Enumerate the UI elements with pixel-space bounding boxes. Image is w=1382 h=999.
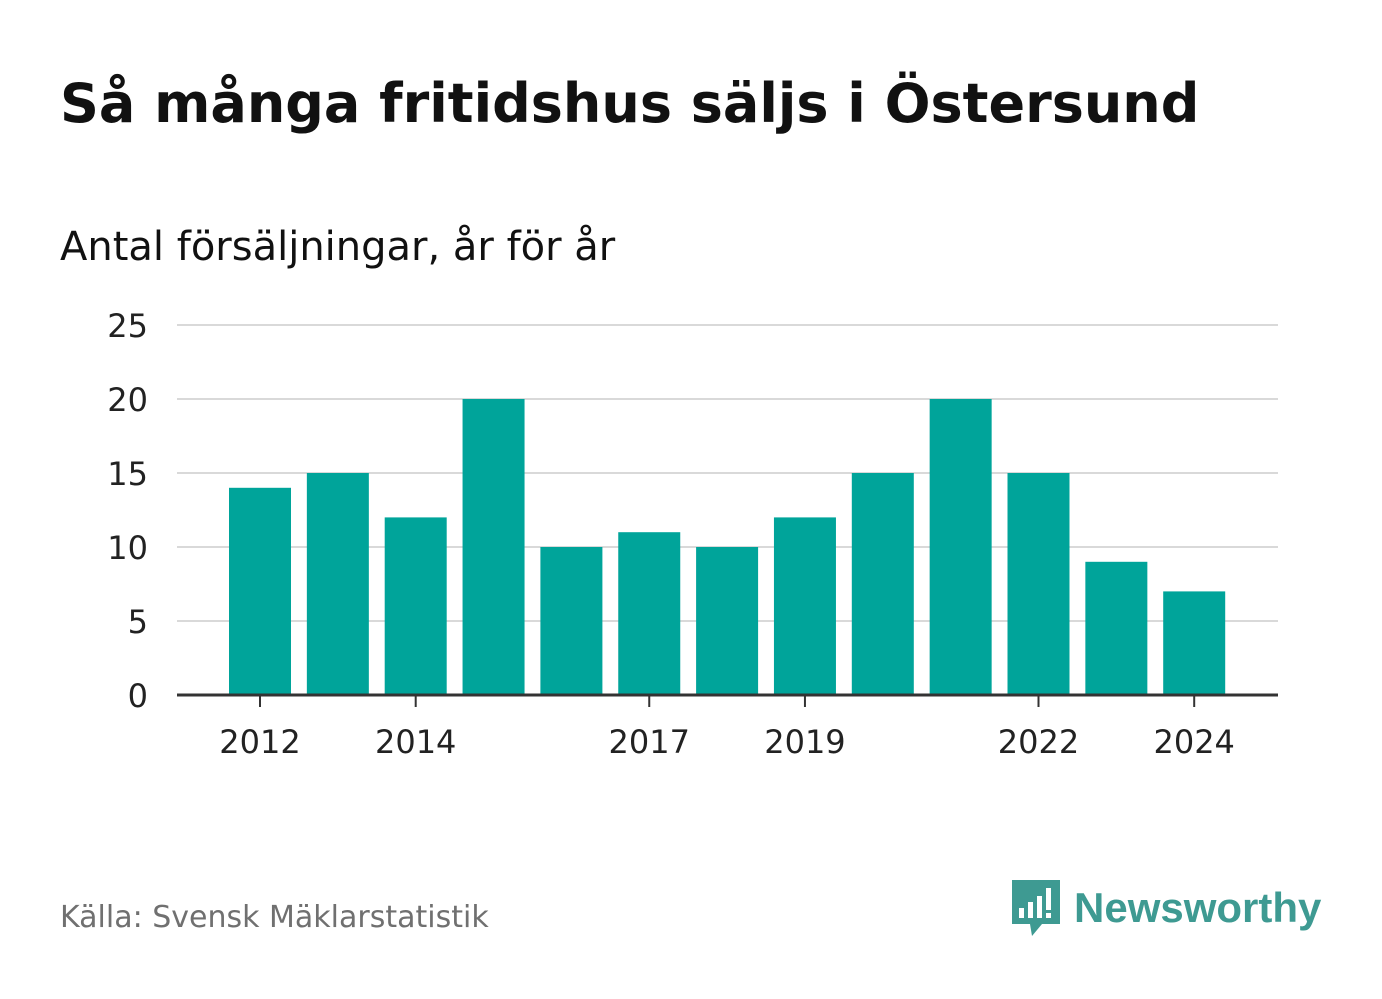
- y-tick-label: 20: [107, 381, 148, 419]
- bar-2020: [851, 473, 914, 695]
- brand-name: Newsworthy: [1074, 884, 1322, 931]
- bar-2015: [462, 399, 525, 695]
- chart-title: Så många fritidshus säljs i Östersund: [60, 72, 1200, 135]
- bar-2022: [1007, 473, 1070, 695]
- bar-2018: [696, 547, 759, 695]
- x-tick-label: 2022: [998, 723, 1079, 761]
- x-tick-label: 2017: [609, 723, 690, 761]
- bar-2024: [1163, 591, 1226, 695]
- x-axis: 2012 2014 2017 2019 2022 2024: [177, 693, 1278, 761]
- bar-2013: [306, 473, 369, 695]
- bar-2019: [773, 517, 836, 695]
- bar-2016: [540, 547, 603, 695]
- bar-2012: [229, 487, 291, 695]
- y-tick-label: 5: [128, 603, 148, 641]
- chart-subtitle: Antal försäljningar, år för år: [60, 224, 616, 270]
- y-tick-label: 0: [128, 677, 148, 715]
- y-axis-labels: 0 5 10 15 20 25: [107, 307, 148, 715]
- source-note: Källa: Svensk Mäklarstatistik: [60, 900, 489, 935]
- x-tick-label: 2014: [375, 723, 456, 761]
- x-tick-label: 2024: [1153, 723, 1234, 761]
- x-tick-label: 2019: [764, 723, 845, 761]
- x-tick-label: 2012: [219, 723, 300, 761]
- brand-logo: Newsworthy: [1010, 878, 1321, 938]
- bar-2014: [384, 517, 447, 695]
- bar-2023: [1085, 561, 1148, 695]
- bars: [229, 399, 1226, 695]
- newsworthy-logo-icon: [1012, 880, 1060, 936]
- bar-2021: [929, 399, 992, 695]
- bar-2017: [618, 532, 681, 695]
- y-tick-label: 25: [107, 307, 148, 345]
- y-tick-label: 10: [107, 529, 148, 567]
- y-tick-label: 15: [107, 455, 148, 493]
